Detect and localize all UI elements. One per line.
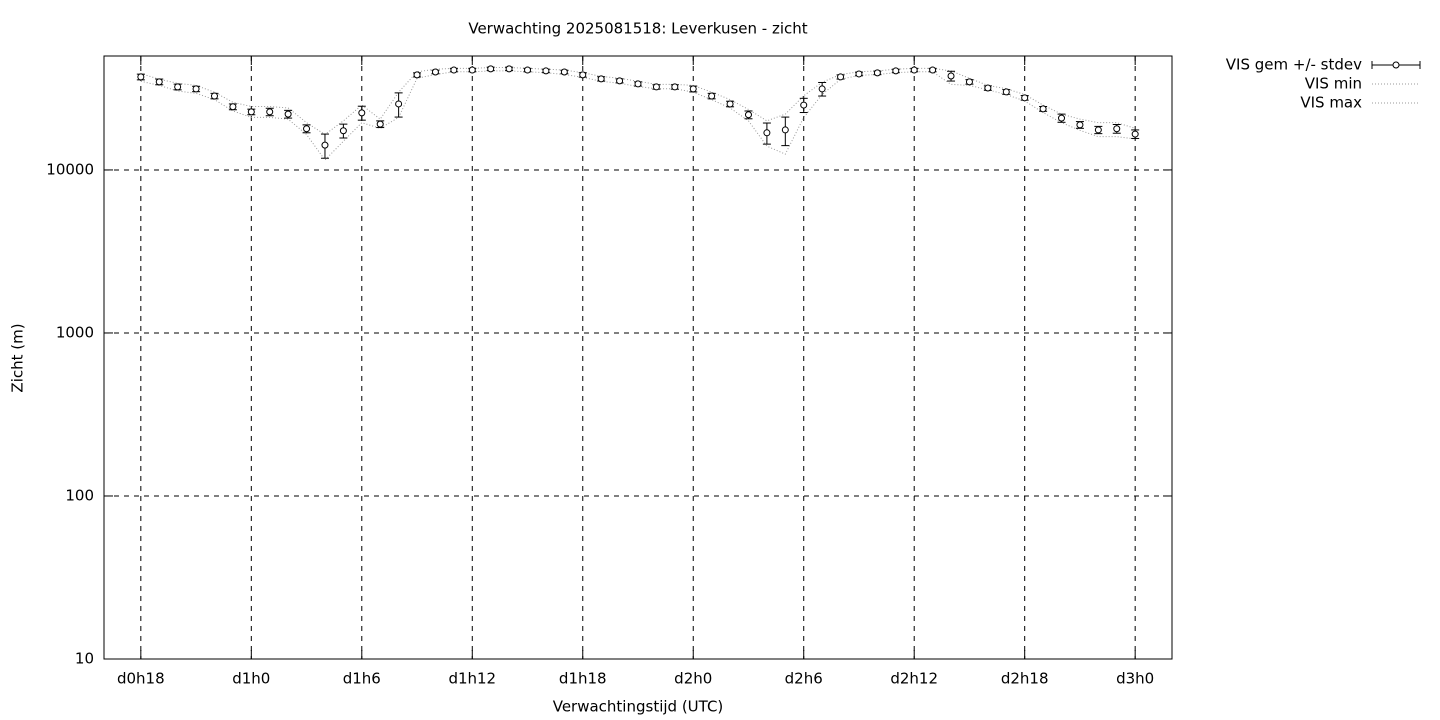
- point: [395, 100, 403, 108]
- point: [708, 92, 716, 100]
- point: [505, 65, 513, 73]
- x-tick-label: d2h6: [785, 670, 823, 688]
- y-tick-label: 100: [65, 486, 94, 504]
- x-tick-label: d0h18: [117, 670, 165, 688]
- point: [247, 108, 255, 116]
- point: [984, 84, 992, 92]
- point: [892, 67, 900, 75]
- point: [487, 65, 495, 73]
- point: [358, 109, 366, 117]
- line: [140, 70, 1136, 161]
- x-tick-label: d1h12: [448, 670, 496, 688]
- legend-label: VIS gem +/- stdev: [1226, 56, 1362, 74]
- point: [468, 66, 476, 74]
- point: [1002, 88, 1010, 96]
- point: [726, 100, 734, 108]
- point: [155, 78, 163, 86]
- x-tick-label: d2h0: [674, 670, 712, 688]
- point: [542, 67, 550, 75]
- point: [560, 68, 568, 76]
- point: [339, 127, 347, 135]
- point: [652, 83, 660, 91]
- point: [929, 66, 937, 74]
- point: [616, 77, 624, 85]
- point: [947, 72, 955, 80]
- chart-title: Verwachting 2025081518: Leverkusen - zic…: [468, 20, 807, 38]
- point: [1131, 130, 1139, 138]
- point: [818, 85, 826, 93]
- x-axis-label: Verwachtingstijd (UTC): [553, 698, 724, 716]
- point: [137, 73, 145, 81]
- point: [1094, 126, 1102, 134]
- point: [321, 141, 329, 149]
- point: [855, 70, 863, 78]
- point: [579, 71, 587, 79]
- point: [781, 126, 789, 134]
- y-axis-label: Zicht (m): [9, 323, 27, 392]
- point: [1039, 105, 1047, 113]
- point: [450, 66, 458, 74]
- legend-label: VIS min: [1305, 75, 1362, 93]
- x-tick-label: d2h12: [890, 670, 938, 688]
- y-tick-label: 1000: [56, 323, 94, 341]
- point: [413, 71, 421, 79]
- point: [1021, 94, 1029, 102]
- point: [800, 101, 808, 109]
- x-tick-label: d2h18: [1001, 670, 1049, 688]
- point: [873, 69, 881, 77]
- point: [1076, 121, 1084, 129]
- x-tick-label: d3h0: [1116, 670, 1154, 688]
- point: [689, 85, 697, 93]
- point: [1058, 114, 1066, 122]
- point: [303, 125, 311, 133]
- point: [284, 110, 292, 118]
- point: [192, 85, 200, 93]
- point: [597, 75, 605, 83]
- line: [140, 67, 1136, 136]
- point: [763, 129, 771, 137]
- legend-swatch: [1392, 61, 1400, 69]
- point: [634, 80, 642, 88]
- point: [266, 108, 274, 116]
- point: [210, 92, 218, 100]
- x-tick-label: d1h18: [559, 670, 607, 688]
- plot-frame: [103, 55, 1173, 660]
- point: [376, 120, 384, 128]
- y-tick-label: 10000: [46, 160, 94, 178]
- point: [965, 78, 973, 86]
- point: [174, 83, 182, 91]
- point: [524, 66, 532, 74]
- x-tick-label: d1h0: [232, 670, 270, 688]
- point: [229, 103, 237, 111]
- point: [910, 66, 918, 74]
- point: [1113, 125, 1121, 133]
- point: [744, 111, 752, 119]
- x-tick-label: d1h6: [343, 670, 381, 688]
- legend-label: VIS max: [1300, 94, 1362, 112]
- y-tick-label: 10: [75, 650, 94, 668]
- point: [671, 83, 679, 91]
- point: [431, 68, 439, 76]
- point: [837, 73, 845, 81]
